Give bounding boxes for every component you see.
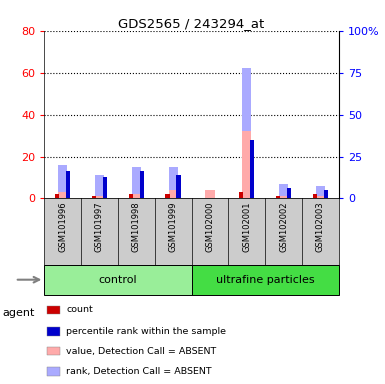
Bar [47, 327, 60, 336]
Text: GSM102000: GSM102000 [206, 202, 214, 252]
Bar [47, 367, 60, 376]
Bar [250, 140, 254, 199]
Bar [129, 194, 133, 199]
Bar [132, 167, 141, 194]
Bar [192, 265, 339, 295]
Bar [47, 306, 60, 314]
Text: GSM102001: GSM102001 [242, 202, 251, 252]
Bar [242, 68, 251, 199]
Bar [316, 186, 325, 196]
Text: GSM101996: GSM101996 [58, 202, 67, 252]
Bar [95, 175, 104, 196]
Bar [279, 184, 288, 199]
Bar [324, 190, 328, 199]
Title: GDS2565 / 243294_at: GDS2565 / 243294_at [119, 17, 264, 30]
Bar [55, 194, 59, 199]
Text: GSM102003: GSM102003 [316, 202, 325, 252]
Text: value, Detection Call = ABSENT: value, Detection Call = ABSENT [66, 346, 217, 356]
Bar [140, 171, 144, 199]
Bar [313, 194, 317, 199]
Text: ultrafine particles: ultrafine particles [216, 275, 315, 285]
Text: GSM101997: GSM101997 [95, 202, 104, 252]
Text: GSM102002: GSM102002 [279, 202, 288, 252]
Bar [132, 167, 141, 199]
Bar [276, 196, 280, 199]
Bar [58, 165, 67, 192]
Text: control: control [99, 275, 137, 285]
Bar [239, 192, 243, 199]
Text: GSM101999: GSM101999 [169, 202, 177, 252]
Text: rank, Detection Call = ABSENT: rank, Detection Call = ABSENT [66, 367, 212, 376]
Text: percentile rank within the sample: percentile rank within the sample [66, 327, 226, 336]
Bar [166, 194, 170, 199]
Bar [176, 175, 181, 199]
Bar [66, 171, 70, 199]
Text: count: count [66, 305, 93, 314]
Bar [44, 265, 192, 295]
Bar [103, 177, 107, 199]
Bar [316, 186, 325, 199]
Bar [58, 165, 67, 199]
Bar [92, 196, 96, 199]
Bar [95, 175, 104, 199]
Bar [242, 68, 251, 131]
Bar [279, 184, 288, 196]
Bar [287, 188, 291, 199]
Bar [47, 347, 60, 355]
Bar [169, 167, 178, 199]
Text: agent: agent [2, 308, 34, 318]
Bar [169, 167, 178, 190]
Text: GSM101998: GSM101998 [132, 202, 141, 252]
Bar [205, 190, 214, 199]
